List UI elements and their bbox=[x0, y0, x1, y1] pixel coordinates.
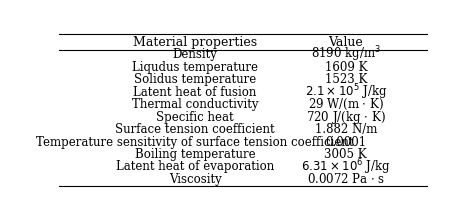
Text: 29 W/(m $\cdot$ K): 29 W/(m $\cdot$ K) bbox=[308, 97, 384, 112]
Text: Latent heat of fusion: Latent heat of fusion bbox=[134, 86, 257, 99]
Text: Density: Density bbox=[173, 48, 218, 61]
Text: 1.882 N/m: 1.882 N/m bbox=[315, 123, 377, 136]
Text: $6.31 \times 10^6$ J/kg: $6.31 \times 10^6$ J/kg bbox=[301, 157, 391, 177]
Text: 1523 K: 1523 K bbox=[325, 73, 367, 86]
Text: Value: Value bbox=[328, 36, 363, 49]
Text: Boiling temperature: Boiling temperature bbox=[135, 148, 255, 161]
Text: 720 J/(kg $\cdot$ K): 720 J/(kg $\cdot$ K) bbox=[306, 109, 386, 126]
Text: 3005 K: 3005 K bbox=[325, 148, 367, 161]
Text: $2.1 \times 10^5$ J/kg: $2.1 \times 10^5$ J/kg bbox=[305, 82, 387, 102]
Text: Viscosity: Viscosity bbox=[169, 173, 221, 186]
Text: Solidus temperature: Solidus temperature bbox=[134, 73, 256, 86]
Text: Latent heat of evaporation: Latent heat of evaporation bbox=[116, 161, 274, 173]
Text: 0.0001: 0.0001 bbox=[325, 136, 366, 149]
Text: 0.0072 Pa $\cdot$ s: 0.0072 Pa $\cdot$ s bbox=[307, 172, 385, 186]
Text: Material properties: Material properties bbox=[133, 36, 257, 49]
Text: Temperature sensitivity of surface tension coefficient: Temperature sensitivity of surface tensi… bbox=[36, 136, 354, 149]
Text: Specific heat: Specific heat bbox=[156, 111, 234, 124]
Text: 1609 K: 1609 K bbox=[325, 61, 367, 74]
Text: Surface tension coefficient: Surface tension coefficient bbox=[115, 123, 275, 136]
Text: 8190 kg/m$^3$: 8190 kg/m$^3$ bbox=[311, 45, 381, 64]
Text: Thermal conductivity: Thermal conductivity bbox=[132, 98, 258, 111]
Text: Liqudus temperature: Liqudus temperature bbox=[132, 61, 258, 74]
